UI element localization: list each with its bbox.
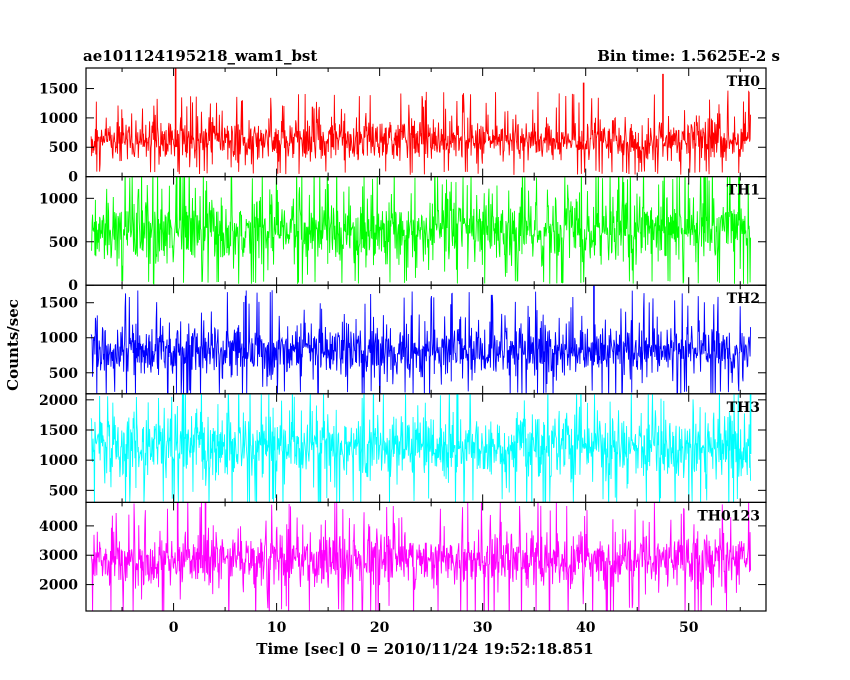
xtick-label: 0 (169, 620, 179, 636)
ytick-label: 1000 (39, 453, 78, 469)
panel-th0: 0 500 1000 1500 TH0 (39, 67, 767, 186)
ytick-label: 500 (49, 140, 78, 156)
panel-label: TH2 (727, 291, 760, 307)
ytick-label: 2000 (39, 393, 78, 409)
xtick-label: 30 (473, 620, 493, 636)
ytick-label: 4000 (39, 519, 78, 535)
ytick-label: 1500 (39, 423, 78, 439)
xtick-label: 20 (370, 620, 390, 636)
y-axis-label: Counts/sec (4, 299, 22, 391)
panel-th1: 0 500 1000 TH1 (39, 176, 767, 294)
bin-time-label: Bin time: 1.5625E-2 s (597, 47, 780, 65)
ytick-label: 500 (49, 366, 78, 382)
chart-title: ae101124195218_wam1_bst (83, 47, 317, 65)
panel-label: TH0 (727, 74, 761, 90)
ytick-label: 1000 (39, 331, 78, 347)
ytick-label: 500 (49, 235, 78, 251)
ytick-label: 1500 (39, 82, 78, 98)
panel-label: TH1 (727, 183, 760, 199)
x-axis-label: Time [sec] 0 = 2010/11/24 19:52:18.851 (256, 640, 593, 658)
ytick-label: 0 (68, 278, 78, 294)
xtick-label: 50 (679, 620, 699, 636)
panel-th3: 500 1000 1500 2000 TH3 (39, 393, 767, 503)
ytick-label: 1500 (39, 296, 78, 312)
series-th1 (91, 176, 751, 286)
panel-frame (85, 501, 767, 612)
panel-label: TH3 (727, 400, 760, 416)
xtick-label: 10 (267, 620, 287, 636)
ytick-label: 2000 (39, 578, 78, 594)
ytick-label: 1000 (39, 111, 78, 127)
ytick-label: 0 (68, 170, 78, 186)
panel-th2: 500 1000 1500 TH2 (39, 284, 767, 395)
series-th0123 (90, 502, 751, 611)
panel-th0123: 2000 3000 4000 TH0123 (39, 501, 767, 612)
series-th3 (90, 393, 751, 503)
series-th0 (90, 90, 751, 175)
xtick-label: 40 (576, 620, 596, 636)
ytick-label: 500 (49, 483, 78, 499)
ytick-label: 1000 (39, 191, 78, 207)
ytick-label: 3000 (39, 548, 78, 564)
series-th2 (90, 290, 751, 394)
panel-label: TH0123 (697, 508, 760, 524)
